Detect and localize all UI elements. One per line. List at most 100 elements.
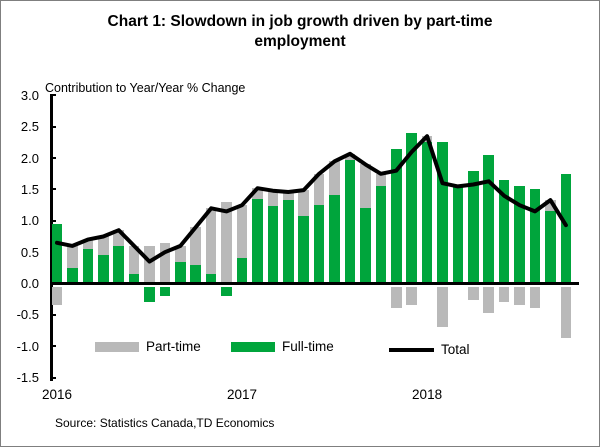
bar-full-time bbox=[67, 267, 78, 284]
full-time-swatch-icon bbox=[231, 341, 275, 352]
bar-part-time bbox=[190, 227, 202, 265]
bar-full-time bbox=[529, 189, 541, 284]
y-tick-mark bbox=[50, 345, 56, 348]
bar-part-time bbox=[560, 286, 572, 338]
y-tick-mark bbox=[50, 313, 56, 316]
bar-full-time bbox=[344, 160, 356, 284]
y-tick-label: 3.0 bbox=[20, 87, 39, 103]
y-tick-label: 2.0 bbox=[20, 150, 39, 166]
bar-full-time bbox=[113, 245, 124, 284]
bar-part-time bbox=[205, 208, 217, 275]
x-tick-label-2017: 2017 bbox=[227, 387, 258, 402]
part-time-swatch-icon bbox=[95, 341, 139, 352]
bar-part-time bbox=[437, 286, 448, 328]
bar-full-time bbox=[375, 186, 387, 284]
bar-part-time bbox=[252, 188, 263, 199]
chart-title: Chart 1: Slowdown in job growth driven b… bbox=[107, 13, 493, 51]
y-tick-label: -1.0 bbox=[16, 338, 39, 354]
bar-part-time bbox=[144, 245, 155, 284]
x-axis-zero-line bbox=[51, 282, 579, 285]
bar-full-time bbox=[175, 261, 186, 284]
bar-full-time bbox=[221, 286, 232, 296]
bar-part-time bbox=[97, 236, 109, 256]
bar-full-time bbox=[406, 133, 417, 284]
bar-full-time bbox=[390, 148, 402, 284]
legend-label-part-time: Part-time bbox=[146, 339, 201, 354]
y-tick-mark bbox=[50, 125, 56, 128]
bar-part-time bbox=[267, 190, 279, 207]
source-note: Source: Statistics Canada,TD Economics bbox=[55, 416, 275, 430]
bar-full-time bbox=[82, 249, 94, 284]
bar-full-time bbox=[190, 264, 202, 284]
y-tick-mark bbox=[50, 376, 56, 379]
bar-part-time bbox=[175, 245, 186, 262]
bar-part-time bbox=[329, 161, 340, 196]
bar-part-time bbox=[360, 164, 371, 209]
y-axis-caption: Contribution to Year/Year % Change bbox=[45, 81, 246, 95]
bar-full-time bbox=[97, 255, 109, 284]
bar-part-time bbox=[67, 245, 78, 268]
bar-part-time bbox=[236, 205, 248, 259]
y-tick-label: -1.5 bbox=[16, 370, 39, 385]
bar-full-time bbox=[437, 142, 448, 284]
bar-part-time bbox=[51, 286, 63, 306]
bar-full-time bbox=[267, 206, 279, 284]
bar-part-time bbox=[221, 202, 232, 284]
y-tick-mark bbox=[50, 188, 56, 191]
bar-part-time bbox=[406, 286, 417, 306]
bar-part-time bbox=[529, 286, 541, 309]
bar-part-time bbox=[113, 230, 124, 246]
bar-full-time bbox=[313, 205, 325, 284]
y-tick-label: -0.5 bbox=[16, 307, 39, 323]
bar-part-time bbox=[128, 245, 140, 275]
bar-full-time bbox=[468, 170, 479, 284]
y-axis-line bbox=[50, 94, 53, 381]
legend-label-full-time: Full-time bbox=[282, 339, 334, 354]
y-tick-label: 1.0 bbox=[20, 213, 39, 229]
bar-part-time bbox=[82, 239, 94, 250]
x-tick-label-2018: 2018 bbox=[412, 387, 443, 402]
total-line-swatch-icon bbox=[389, 347, 434, 352]
bar-part-time bbox=[468, 286, 479, 301]
bar-full-time bbox=[421, 142, 433, 284]
bar-part-time bbox=[344, 153, 356, 161]
legend-item-full-time: Full-time bbox=[231, 339, 334, 354]
bar-full-time bbox=[498, 180, 510, 284]
bar-full-time bbox=[545, 211, 556, 284]
bar-part-time bbox=[514, 286, 525, 306]
bar-full-time bbox=[298, 216, 309, 284]
bar-part-time bbox=[313, 173, 325, 206]
y-tick-mark bbox=[50, 157, 56, 160]
bar-full-time bbox=[51, 223, 63, 284]
y-tick-label: 0.0 bbox=[20, 276, 39, 291]
y-tick-label: 0.5 bbox=[20, 244, 39, 260]
legend-label-total: Total bbox=[441, 342, 470, 357]
bar-full-time bbox=[329, 195, 340, 284]
y-tick-label: 2.5 bbox=[20, 119, 39, 135]
bar-full-time bbox=[236, 258, 248, 284]
bar-part-time bbox=[545, 200, 556, 212]
bar-part-time bbox=[283, 192, 294, 200]
bar-part-time bbox=[498, 286, 510, 303]
bar-full-time bbox=[159, 286, 171, 296]
y-tick-mark bbox=[50, 94, 56, 97]
bar-full-time bbox=[144, 286, 155, 303]
legend-item-part-time: Part-time bbox=[95, 339, 201, 354]
bar-full-time bbox=[483, 155, 495, 284]
bar-part-time bbox=[390, 286, 402, 309]
y-tick-mark bbox=[50, 219, 56, 222]
bar-full-time bbox=[560, 173, 572, 284]
bar-part-time bbox=[375, 173, 387, 187]
bar-part-time bbox=[298, 190, 309, 217]
bar-full-time bbox=[252, 198, 263, 284]
bar-part-time bbox=[421, 136, 433, 143]
bar-full-time bbox=[452, 186, 464, 284]
bar-full-time bbox=[283, 199, 294, 284]
legend-item-total: Total bbox=[389, 342, 470, 357]
bar-part-time bbox=[483, 286, 495, 313]
y-tick-label: 1.5 bbox=[20, 181, 39, 197]
bar-full-time bbox=[360, 208, 371, 284]
x-tick-label-2016: 2016 bbox=[41, 387, 73, 402]
bar-part-time bbox=[159, 242, 171, 284]
